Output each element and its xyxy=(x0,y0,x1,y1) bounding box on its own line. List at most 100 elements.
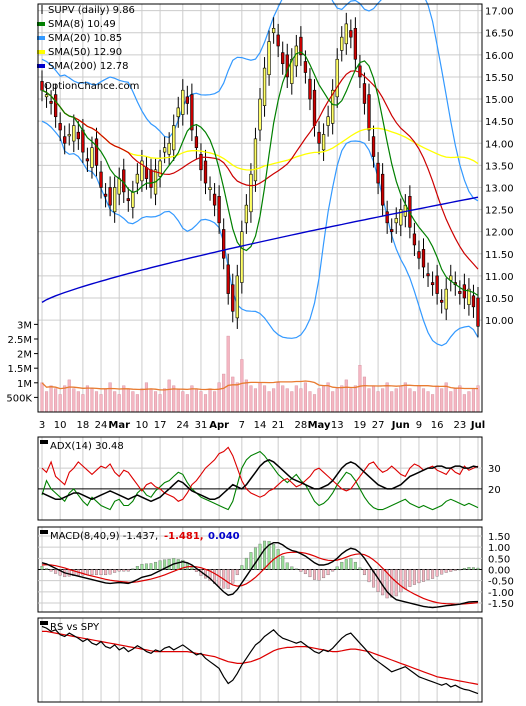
volume-bar xyxy=(290,391,294,413)
macd-histogram-bar xyxy=(144,563,148,570)
macd-histogram-bar xyxy=(104,569,108,576)
macd-histogram-bar xyxy=(49,569,53,572)
candle-body xyxy=(131,191,135,208)
volume-bar xyxy=(381,388,385,413)
macd-histogram-bar xyxy=(90,569,94,576)
macd-histogram-bar xyxy=(358,567,362,570)
macd-histogram-bar xyxy=(308,569,312,578)
macd-histogram-bar xyxy=(95,569,98,576)
candle-body xyxy=(417,251,421,259)
volume-bar xyxy=(294,385,298,413)
macd-histogram-bar xyxy=(176,559,180,570)
candle-body xyxy=(349,30,353,38)
di-minus-line xyxy=(41,446,479,502)
volume-tick-label: 1M xyxy=(17,379,32,390)
candle-body xyxy=(321,134,326,151)
candle-body xyxy=(308,78,312,100)
x-tick-label: 23 xyxy=(453,420,466,431)
macd-histogram-bar xyxy=(99,569,103,576)
volume-bar xyxy=(199,391,203,413)
macd-histogram-bar xyxy=(458,569,462,571)
volume-bar xyxy=(163,388,167,413)
candle-body xyxy=(340,36,344,51)
legend-swatch xyxy=(37,36,45,40)
volume-bar xyxy=(281,385,285,413)
volume-bar xyxy=(476,385,480,413)
candle-body xyxy=(303,61,308,73)
rs-line xyxy=(41,625,479,695)
macd-histogram-bar xyxy=(158,560,162,570)
x-tick-label: Apr xyxy=(209,420,229,431)
x-tick-label: 10 xyxy=(136,420,149,431)
candle-body xyxy=(430,282,435,286)
candle-body xyxy=(122,169,126,193)
candle-body xyxy=(249,173,253,213)
macd-histogram-bar xyxy=(353,561,357,570)
x-tick-label: Jul xyxy=(470,420,485,431)
macd-histogram-bar xyxy=(381,569,385,596)
macd-histogram-bar xyxy=(340,561,344,570)
macd-histogram-bar xyxy=(58,569,62,576)
macd-histogram-bar xyxy=(331,569,335,572)
volume-bar xyxy=(449,391,453,413)
candle-body xyxy=(435,275,439,294)
candle-body xyxy=(331,89,335,124)
volume-bar xyxy=(217,382,221,413)
candle-body xyxy=(67,134,71,137)
macd-histogram-bar xyxy=(235,569,239,576)
candle-body xyxy=(285,54,289,78)
x-tick-label: 31 xyxy=(195,420,208,431)
candle-body xyxy=(199,154,203,171)
rs-panel: RS vs SPY xyxy=(40,621,479,695)
volume-bar xyxy=(344,379,348,413)
macd-histogram-bar xyxy=(208,569,212,581)
macd-histogram-bar xyxy=(408,569,412,587)
macd-histogram-bar xyxy=(122,569,126,572)
candle-body xyxy=(85,158,90,162)
adx-panel: 20 30 ADX(14) 30.48 xyxy=(38,440,501,511)
macd-histogram-bar xyxy=(385,569,389,599)
volume-bar xyxy=(371,385,376,413)
macd-histogram-bar xyxy=(372,569,376,588)
volume-bar xyxy=(203,394,208,413)
macd-histogram-bar xyxy=(467,567,471,570)
candle-body xyxy=(462,284,467,299)
macd-line xyxy=(41,542,479,609)
volume-bar xyxy=(440,388,444,413)
candle-body xyxy=(212,193,217,206)
candle-body xyxy=(44,94,49,98)
x-axis: 3 10 18 24 Mar 10 17 24 31 Apr 7 14 21 28 May 13 19 27 Jun… xyxy=(39,420,485,431)
candle-body xyxy=(185,96,189,104)
candle-body xyxy=(113,187,117,213)
legend-swatch xyxy=(37,50,45,54)
macd-histogram-bar xyxy=(190,567,194,570)
volume-bar xyxy=(58,394,62,413)
volume-tick-label: 2.5M xyxy=(7,335,32,346)
adx-panel-border xyxy=(37,436,483,521)
macd-histogram-bar xyxy=(426,569,430,581)
macd-histogram-bar xyxy=(117,569,121,572)
macd-histogram-bar xyxy=(272,544,276,570)
volume-bar xyxy=(235,382,239,413)
price-panel: 10.00 10.50 11.00 11.50 12.00 12.50 13.00 13.50… xyxy=(38,0,514,347)
volume-bar xyxy=(426,391,430,413)
volume-bar xyxy=(340,385,344,413)
macd-histogram-bar xyxy=(72,569,76,577)
price-tick-label: 15.00 xyxy=(485,95,514,106)
price-tick-label: 13.00 xyxy=(485,183,514,194)
macd-histogram-bar xyxy=(113,569,117,573)
volume-bar xyxy=(267,391,271,413)
x-tick-label: 17 xyxy=(154,420,167,431)
macd-tick-label: -1.00 xyxy=(488,588,514,599)
volume-bar xyxy=(353,385,357,413)
volume-bar xyxy=(308,391,312,413)
volume-tick-label: 2M xyxy=(17,350,32,361)
volume-bar xyxy=(54,388,58,413)
x-tick-label: 24 xyxy=(176,420,189,431)
candle-body xyxy=(81,129,85,153)
adx-line xyxy=(41,458,479,503)
candle-body xyxy=(476,297,480,327)
candle-body xyxy=(117,178,121,195)
macd-histogram-bar xyxy=(217,569,221,587)
adx-legend-label: ADX(14) 30.48 xyxy=(50,441,124,452)
